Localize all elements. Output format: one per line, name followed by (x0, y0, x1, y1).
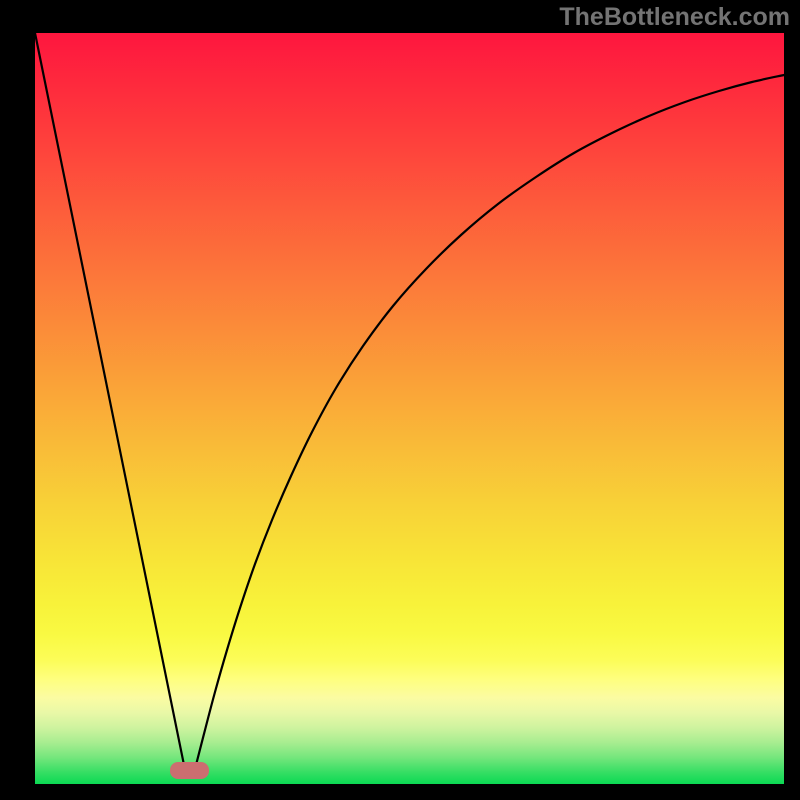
bottleneck-curve (0, 0, 800, 800)
optimal-marker (170, 762, 209, 779)
watermark-text: TheBottleneck.com (559, 3, 790, 32)
